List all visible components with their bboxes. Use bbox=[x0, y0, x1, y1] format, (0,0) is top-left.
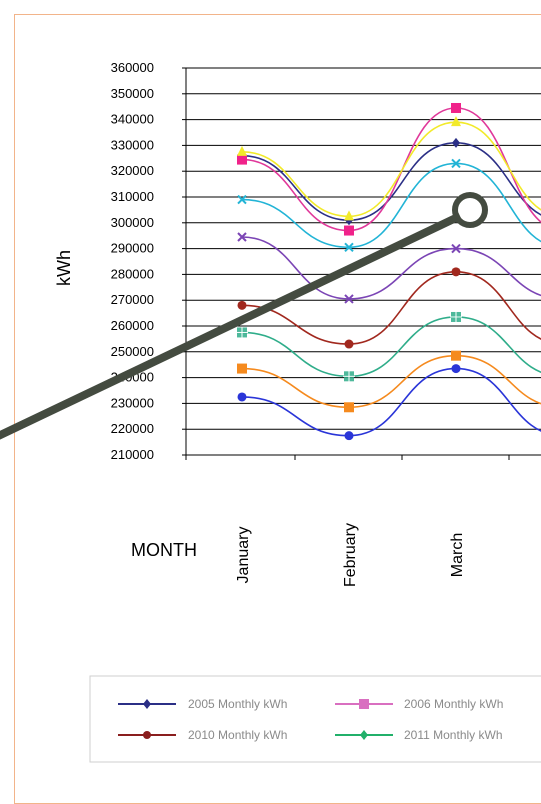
legend: 2005 Monthly kWh 2006 Monthly kWh 2010 Mon… bbox=[89, 675, 541, 763]
data-point bbox=[236, 326, 248, 339]
data-point bbox=[452, 137, 460, 148]
data-point bbox=[451, 158, 461, 169]
legend-label: 2006 Monthly kWh bbox=[404, 697, 503, 711]
legend-marker bbox=[360, 730, 368, 740]
legend-label: 2010 Monthly kWh bbox=[188, 728, 287, 742]
y-tick-label: 250000 bbox=[111, 344, 154, 359]
data-point bbox=[237, 145, 247, 156]
data-point bbox=[451, 102, 461, 113]
data-point bbox=[451, 243, 461, 254]
legend-item: 2011 Monthly kWh bbox=[335, 728, 503, 742]
legend-label: 2005 Monthly kWh bbox=[188, 697, 287, 711]
data-point bbox=[237, 154, 247, 165]
data-point-stroke bbox=[237, 232, 247, 242]
category-label: March bbox=[449, 533, 466, 577]
pointer-line bbox=[0, 212, 462, 440]
category-label: January bbox=[235, 527, 252, 584]
legend-label: 2011 Monthly kWh bbox=[404, 728, 503, 742]
y-tick-label: 360000 bbox=[111, 60, 154, 75]
legend-item: 2010 Monthly kWh bbox=[118, 728, 287, 742]
series-line bbox=[241, 271, 541, 345]
y-tick-label: 260000 bbox=[111, 318, 154, 333]
y-axis-ticks: 360000 350000 340000 330000 320000 310000 3000… bbox=[111, 60, 154, 462]
data-point bbox=[237, 392, 247, 402]
data-point bbox=[344, 402, 354, 413]
series-line bbox=[241, 367, 541, 437]
data-point bbox=[344, 242, 354, 253]
data-point-stroke bbox=[451, 158, 461, 169]
data-point bbox=[344, 225, 354, 236]
y-tick-label: 280000 bbox=[111, 266, 154, 281]
y-tick-label: 270000 bbox=[111, 292, 154, 307]
data-point bbox=[237, 363, 247, 374]
series-line bbox=[241, 316, 541, 378]
legend-item: 2005 Monthly kWh bbox=[118, 697, 287, 711]
series-line bbox=[241, 142, 541, 222]
series-line bbox=[241, 121, 541, 218]
data-point bbox=[344, 339, 354, 349]
data-point-stroke bbox=[344, 242, 354, 253]
x-axis-title: MONTH bbox=[131, 540, 197, 560]
series-line bbox=[241, 107, 541, 232]
y-tick-label: 330000 bbox=[111, 137, 154, 152]
data-point bbox=[237, 194, 247, 205]
y-tick-label: 290000 bbox=[111, 241, 154, 256]
data-point bbox=[343, 370, 355, 383]
y-tick-label: 340000 bbox=[111, 112, 154, 127]
y-tick-label: 230000 bbox=[111, 395, 154, 410]
y-tick-label: 220000 bbox=[111, 421, 154, 436]
data-point-stroke bbox=[451, 243, 461, 254]
data-point bbox=[451, 116, 461, 127]
series-line bbox=[241, 162, 541, 249]
data-point bbox=[344, 210, 354, 221]
legend-marker bbox=[143, 699, 151, 709]
data-point bbox=[344, 431, 354, 441]
data-point bbox=[450, 310, 462, 323]
data-point bbox=[451, 364, 461, 374]
legend-box bbox=[89, 675, 541, 763]
y-tick-label: 350000 bbox=[111, 86, 154, 101]
series-lines bbox=[241, 107, 541, 437]
data-point bbox=[237, 300, 247, 310]
y-tick-label: 300000 bbox=[111, 215, 154, 230]
legend-item: 2006 Monthly kWh bbox=[335, 697, 503, 711]
data-point-stroke bbox=[237, 194, 247, 205]
x-axis bbox=[185, 68, 541, 460]
category-label: February bbox=[342, 523, 359, 587]
y-tick-label: 320000 bbox=[111, 163, 154, 178]
data-point bbox=[344, 294, 354, 304]
data-point bbox=[237, 232, 247, 242]
data-point bbox=[451, 267, 461, 277]
y-tick-label: 310000 bbox=[111, 189, 154, 204]
data-point bbox=[451, 350, 461, 361]
category-labels: January February March bbox=[235, 523, 466, 587]
y-tick-label: 210000 bbox=[111, 447, 154, 462]
legend-marker bbox=[359, 699, 369, 709]
series-line bbox=[241, 236, 541, 300]
pointer-annotation bbox=[0, 192, 488, 440]
series-markers bbox=[236, 102, 462, 441]
series-line bbox=[241, 354, 541, 409]
y-axis-title: kWh bbox=[54, 250, 74, 286]
data-point-stroke bbox=[344, 294, 354, 304]
legend-marker bbox=[143, 731, 151, 739]
pointer-ring bbox=[452, 192, 488, 228]
